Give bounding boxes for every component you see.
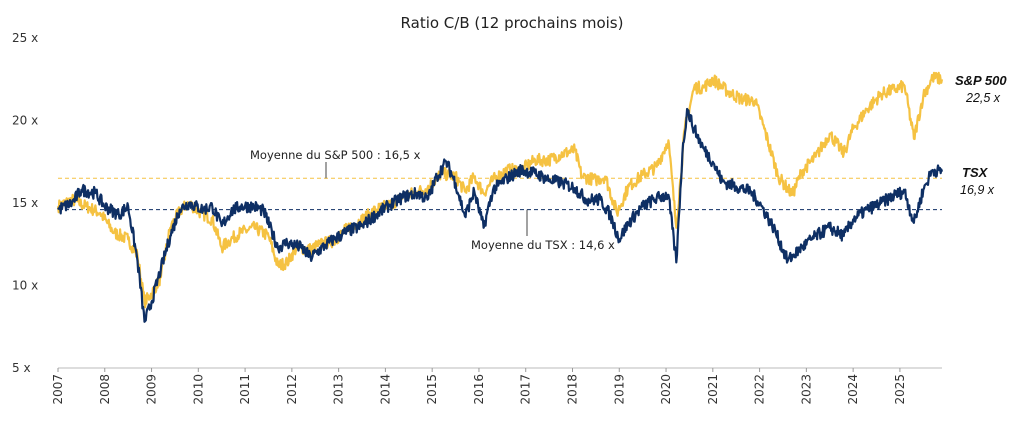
x-axis: 2007 2008 2009 2010 2011 2012 2013 2014 2015 2016… (51, 368, 907, 405)
x-tick-label: 2017 (519, 374, 533, 405)
x-tick-label: 2018 (565, 374, 579, 405)
y-tick-label: 10 x (12, 279, 38, 293)
tsx-end-value: 16,9 x (960, 183, 995, 197)
x-tick-label: 2021 (706, 374, 720, 405)
x-tick-label: 2007 (51, 374, 65, 405)
y-tick-label: 5 x (12, 361, 31, 375)
x-tick-label: 2019 (612, 374, 626, 405)
x-tick-label: 2022 (753, 374, 767, 405)
sp500-series-label: S&P 500 (955, 73, 1007, 88)
series-line-tsx (57, 107, 944, 323)
sp500-average-label: Moyenne du S&P 500 : 16,5 x (250, 148, 421, 162)
tsx-average-label: Moyenne du TSX : 14,6 x (471, 238, 615, 252)
x-tick-label: 2015 (425, 374, 439, 405)
x-tick-label: 2009 (145, 374, 159, 405)
series-line-s-p-500 (56, 71, 944, 309)
series-lines (56, 71, 944, 323)
x-tick-label: 2013 (332, 374, 346, 405)
x-tick-label: 2010 (191, 374, 205, 405)
y-tick-label: 15 x (12, 196, 38, 210)
x-tick-label: 2016 (472, 374, 486, 405)
annotations: Moyenne du S&P 500 : 16,5 x Moyenne du TS… (250, 73, 1007, 252)
y-tick-label: 25 x (12, 31, 38, 45)
y-tick-label: 20 x (12, 114, 38, 128)
x-tick-label: 2012 (285, 374, 299, 405)
x-tick-label: 2024 (846, 374, 860, 405)
x-tick-label: 2011 (238, 374, 252, 405)
x-tick-label: 2014 (378, 374, 392, 405)
y-axis: 5 x 10 x 15 x 20 x 25 x (12, 31, 38, 375)
sp500-end-value: 22,5 x (965, 91, 1001, 105)
tsx-series-label: TSX (962, 165, 989, 180)
chart-title: Ratio C/B (12 prochains mois) (401, 14, 624, 32)
x-tick-label: 2023 (799, 374, 813, 405)
x-tick-label: 2008 (98, 374, 112, 405)
x-tick-label: 2020 (659, 374, 673, 405)
x-tick-label: 2025 (893, 374, 907, 405)
